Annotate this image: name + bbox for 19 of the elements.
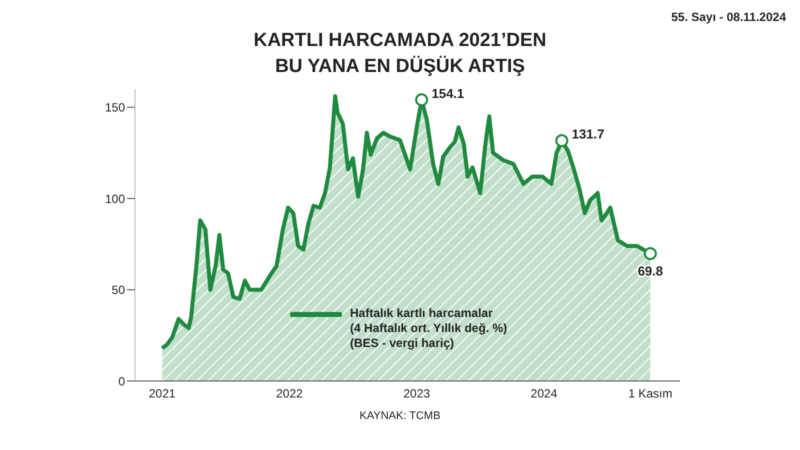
x-tick-label: 2023 (403, 386, 430, 401)
text: 55. Sayı - 08.11.2024 (671, 10, 786, 24)
y-tick-label: 0 (118, 374, 126, 388)
data-label: 131.7 (572, 126, 604, 142)
y-tick-label: 100 (104, 192, 126, 206)
legend-label: Haftalık kartlı harcamalar (4 Haftalık ort. Yıllık değ. %) (BES - vergi hariç) (350, 306, 508, 351)
x-tick-label: 1 Kasım (628, 386, 672, 401)
y-tick-label: 150 (104, 100, 126, 115)
data-label: 69.8 (638, 264, 664, 279)
chart-title: KARTLI HARCAMADA 2021’DEN BU YANA EN DÜŞÜK ARTIŞ (252, 29, 548, 79)
point (555, 134, 568, 148)
point (644, 247, 657, 260)
x-tick-label: 2024 (530, 386, 558, 401)
data-label: 154.1 (432, 86, 464, 101)
text: KAYNAK: TCMB (358, 410, 442, 422)
x-tick-label: 2021 (148, 386, 176, 401)
point (415, 93, 428, 106)
x-tick-label: 2022 (276, 386, 304, 401)
y-tick-label: 50 (112, 283, 126, 298)
